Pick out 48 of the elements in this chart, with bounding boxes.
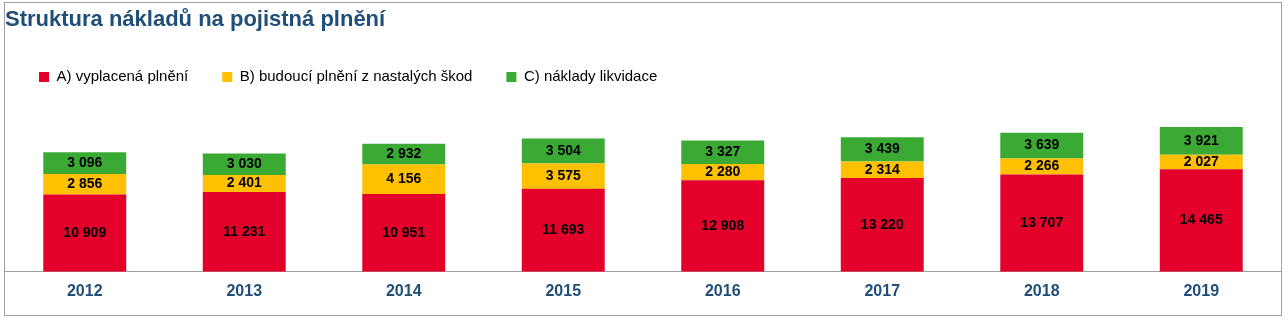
legend-label: C) náklady likvidace [523, 67, 658, 85]
data-label: 2 266 [1024, 157, 1060, 174]
data-label: 3 504 [545, 141, 581, 158]
bar [202, 192, 286, 272]
x-tick-label: 2013 [226, 281, 263, 299]
bar [1000, 174, 1084, 272]
data-label: 2 280 [705, 162, 741, 179]
data-label: 14 465 [1179, 211, 1223, 228]
x-tick-label: 2012 [66, 281, 103, 299]
data-label: 4 156 [386, 170, 422, 187]
x-tick-label: 2019 [1183, 281, 1220, 299]
data-label: 2 314 [864, 160, 900, 177]
data-label: 2 027 [1183, 152, 1219, 169]
data-label: 2 856 [67, 175, 103, 192]
bar [840, 137, 924, 162]
x-tick-label: 2018 [1023, 281, 1060, 299]
data-label: 3 575 [545, 167, 581, 183]
data-label: 3 096 [67, 154, 103, 170]
data-label: 11 693 [542, 221, 585, 238]
data-label: 3 639 [1024, 136, 1060, 153]
bar [681, 180, 765, 272]
data-label: 2 932 [386, 145, 422, 162]
data-label: 13 220 [860, 215, 904, 232]
bar [43, 194, 127, 272]
x-tick-label: 2017 [864, 281, 901, 299]
legend-label: B) budoucí plnění z nastalých škod [239, 67, 473, 85]
x-tick-label: 2014 [385, 281, 422, 299]
bar [1159, 126, 1243, 155]
chart-title: Struktura nákladů na pojistná plnění [5, 6, 387, 32]
data-label: 3 921 [1183, 131, 1219, 148]
bar [521, 188, 605, 272]
data-label: 3 030 [226, 155, 262, 172]
data-label: 12 908 [701, 216, 745, 233]
data-label: 11 231 [223, 222, 266, 239]
x-tick-label: 2015 [545, 281, 582, 299]
bar [521, 163, 605, 189]
data-label: 3 439 [864, 140, 900, 157]
x-tick-label: 2016 [704, 281, 741, 299]
bar [1159, 169, 1243, 272]
bar [362, 194, 446, 272]
data-label: 10 909 [63, 223, 107, 240]
data-label: 10 951 [382, 223, 426, 240]
bar [681, 140, 765, 165]
data-label: 13 707 [1020, 214, 1064, 231]
bar [840, 177, 924, 272]
legend-label: A) vyplacená plnění [56, 67, 190, 85]
data-label: 3 327 [705, 143, 741, 160]
data-label: 2 401 [226, 174, 262, 191]
